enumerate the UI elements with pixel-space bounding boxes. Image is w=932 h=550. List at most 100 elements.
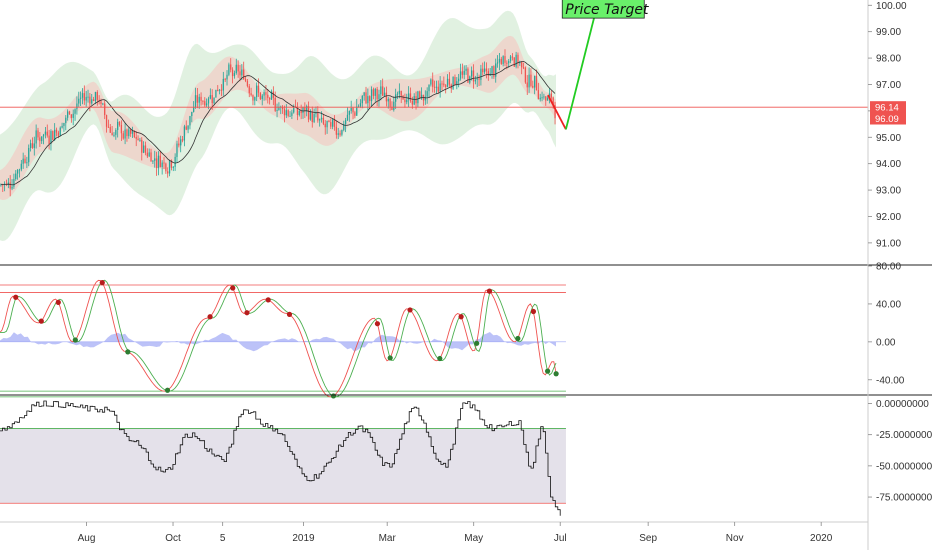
crossover-dot	[72, 337, 78, 343]
candle-body	[191, 111, 193, 117]
candle-body	[94, 91, 97, 102]
x-tick-label: 2019	[292, 533, 315, 544]
candle-body	[244, 79, 247, 81]
candle-body	[202, 100, 204, 102]
y-tick-label: 100.00	[876, 1, 907, 12]
candle-body	[326, 120, 328, 128]
candle-body	[287, 110, 289, 116]
candle-body	[139, 139, 141, 141]
crossover-markers	[13, 280, 559, 399]
candle-body	[391, 106, 393, 110]
candle-body	[133, 130, 136, 138]
candle-body	[307, 106, 310, 120]
candle-body	[215, 89, 217, 98]
candle-body	[100, 101, 102, 104]
stochastic-panel[interactable]	[0, 279, 566, 399]
time-axis[interactable]: Aug Oct 5 2019 Mar May Jul Sep Nov 2020	[78, 522, 833, 544]
outer-band-area	[0, 10, 556, 241]
candle-body	[426, 91, 428, 97]
candle-body	[37, 130, 39, 138]
candle-body	[483, 68, 486, 73]
crossover-dot	[125, 349, 131, 355]
candle-body	[306, 106, 308, 111]
candle-body	[122, 133, 124, 139]
candle-body	[365, 92, 367, 104]
candle-body	[454, 77, 456, 86]
candle-body	[211, 95, 213, 104]
histogram-area	[0, 332, 556, 352]
candle-body	[167, 171, 169, 174]
candle-body	[52, 131, 54, 140]
candle-body	[328, 120, 330, 123]
crossover-dot	[330, 393, 337, 399]
candle-body	[441, 83, 443, 85]
price-panel[interactable]: Price Target	[0, 0, 868, 241]
crossover-dot	[437, 355, 443, 362]
crossover-dot	[530, 308, 537, 315]
candle-body	[170, 160, 173, 168]
candle-body	[161, 162, 163, 168]
x-tick-label: Oct	[165, 533, 181, 544]
candle-body	[33, 143, 35, 148]
candle-body	[521, 61, 523, 68]
candle-body	[385, 92, 388, 102]
candle-body	[300, 110, 302, 114]
candle-body	[420, 94, 423, 99]
candle-body	[339, 133, 341, 135]
candle-body	[155, 158, 158, 169]
candle-body	[530, 74, 532, 86]
candle-body	[178, 143, 180, 146]
candle-body	[85, 96, 87, 101]
candle-body	[404, 99, 406, 103]
candle-body	[476, 78, 478, 80]
candle-body	[209, 95, 211, 99]
candle-body	[135, 137, 137, 139]
candle-body	[467, 68, 469, 83]
candle-body	[18, 169, 21, 171]
candle-body	[446, 78, 449, 87]
candle-body	[263, 92, 265, 96]
last-price-value: 96.14	[875, 103, 899, 114]
candle-body	[220, 89, 223, 91]
candle-body	[294, 106, 297, 108]
williams-panel[interactable]	[0, 400, 566, 516]
candle-body	[324, 123, 326, 128]
candle-body	[504, 56, 506, 63]
candle-body	[144, 145, 147, 153]
candle-body	[285, 110, 287, 116]
candle-body	[189, 116, 191, 126]
candle-body	[256, 85, 258, 98]
candle-body	[383, 92, 386, 96]
candle-body	[174, 156, 176, 167]
candle-body	[458, 78, 460, 82]
candle-body	[105, 115, 108, 127]
crossover-dot	[286, 311, 293, 317]
candle-body	[57, 132, 60, 136]
close-price-badge: 96.09	[870, 112, 906, 125]
candle-body	[124, 129, 126, 139]
x-tick-label: Jul	[554, 533, 567, 544]
candle-body	[226, 74, 228, 80]
crossover-dot	[545, 368, 551, 374]
candle-body	[367, 96, 369, 104]
candle-body	[250, 93, 252, 96]
candle-body	[141, 139, 143, 153]
candle-body	[382, 86, 384, 96]
candle-body	[207, 98, 210, 104]
candle-body	[430, 79, 432, 85]
y-tick-label: 80.00	[876, 262, 901, 273]
candle-body	[44, 131, 47, 135]
candle-body	[87, 96, 89, 98]
candle-body	[315, 112, 317, 115]
candle-body	[343, 124, 345, 130]
candle-body	[7, 182, 9, 185]
moving-average-line	[0, 60, 556, 186]
crossover-dot	[13, 294, 19, 300]
candle-body	[319, 119, 321, 121]
price-axis[interactable]: 100.0099.0098.0097.0096.0095.0094.0093.0…	[867, 0, 932, 550]
x-tick-label: May	[464, 533, 483, 544]
candle-body	[413, 96, 415, 105]
crossover-dot	[515, 335, 521, 342]
price-target-annotation[interactable]: Price Target	[547, 0, 649, 130]
